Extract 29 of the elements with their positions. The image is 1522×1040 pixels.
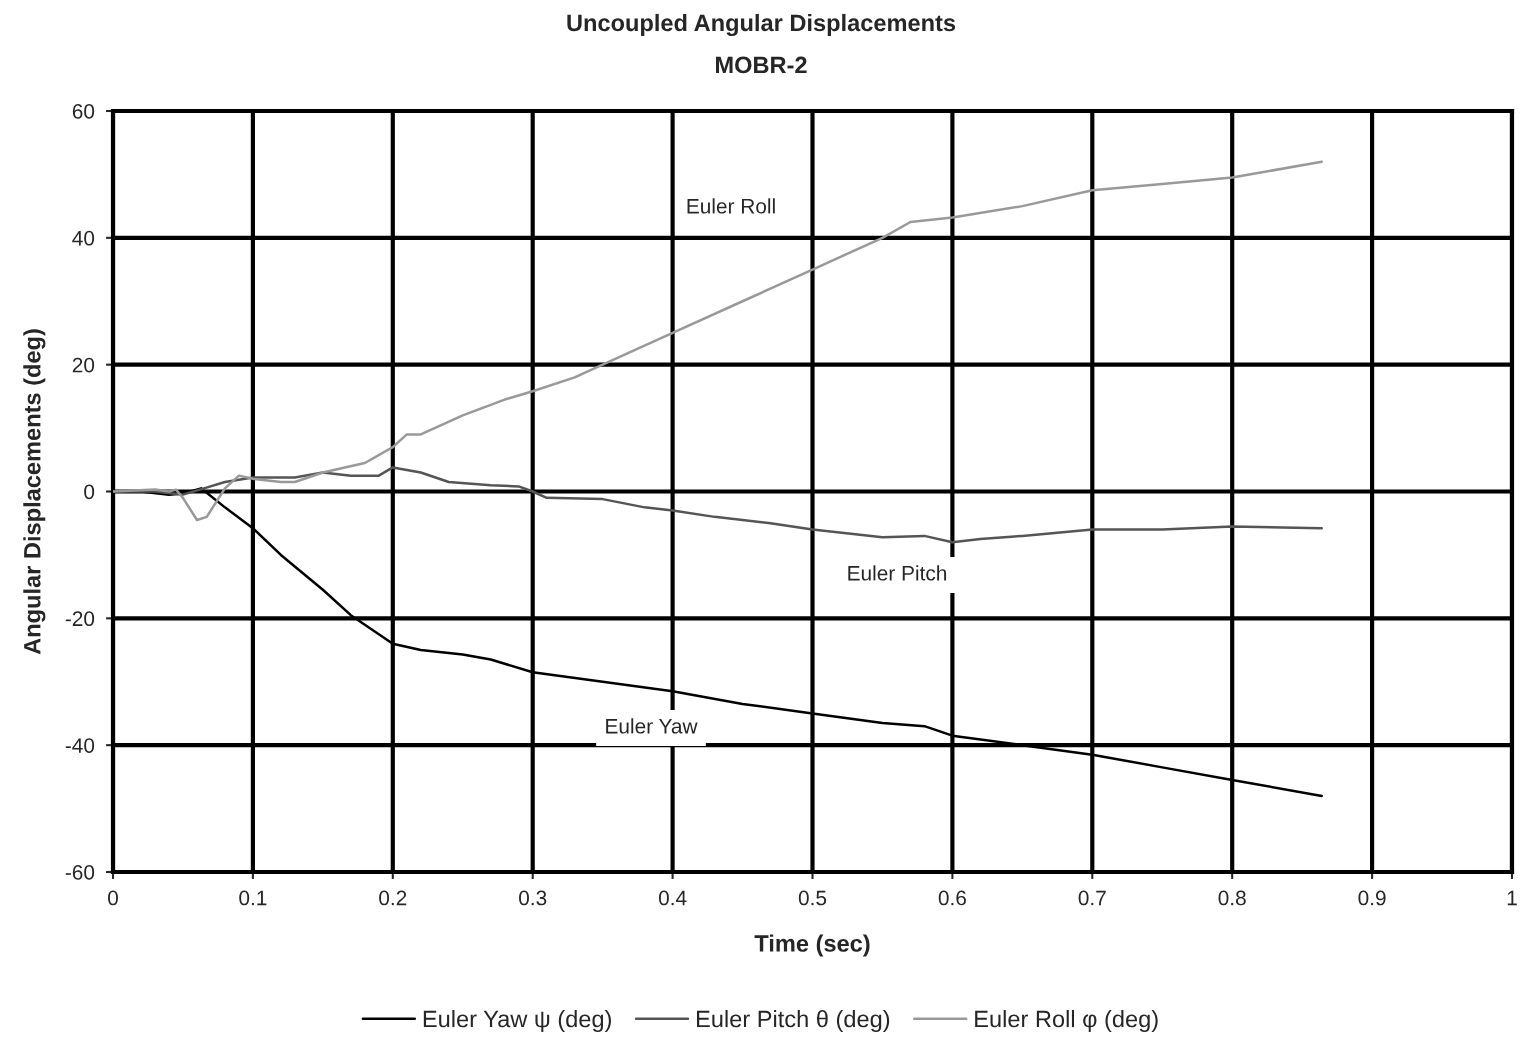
x-tick-label: 0.9: [1358, 890, 1386, 906]
chart-subtitle: MOBR-2: [716, 56, 807, 74]
x-tick-label: 1: [1507, 890, 1517, 906]
annotation: Euler Pitch: [848, 565, 947, 581]
legend-label: Euler Pitch θ (deg): [697, 1010, 890, 1033]
x-tick-label: 0.6: [938, 890, 966, 906]
legend-label: Euler Roll φ (deg): [975, 1010, 1158, 1033]
x-tick-label: 0.8: [1218, 890, 1246, 906]
y-tick-label: 60: [72, 104, 95, 119]
y-tick-label: -20: [65, 611, 95, 627]
annotation: Euler Roll: [687, 198, 775, 214]
legend-label: Euler Yaw ψ (deg): [423, 1010, 611, 1033]
x-tick-label: 0.2: [379, 890, 407, 906]
x-tick-label: 0.3: [519, 890, 547, 906]
y-tick-label: 20: [72, 357, 95, 373]
x-tick-label: 0.7: [1078, 890, 1106, 906]
x-axis-title: Time (sec): [754, 934, 870, 957]
y-tick-label: 40: [72, 230, 95, 246]
chart-title: Uncoupled Angular Displacements: [567, 13, 956, 37]
x-tick-label: 0: [108, 890, 118, 906]
x-tick-label: 0.4: [658, 890, 687, 906]
y-tick-label: 0: [84, 484, 95, 500]
x-tick-label: 0.1: [239, 890, 267, 906]
y-tick-label: -60: [65, 865, 95, 880]
y-axis-title: Angular Displacements (deg): [23, 329, 46, 655]
y-tick-label: -40: [65, 738, 95, 753]
x-tick-label: 0.5: [798, 890, 827, 906]
annotation: Euler Yaw: [606, 718, 698, 734]
line-series: [113, 160, 1323, 522]
